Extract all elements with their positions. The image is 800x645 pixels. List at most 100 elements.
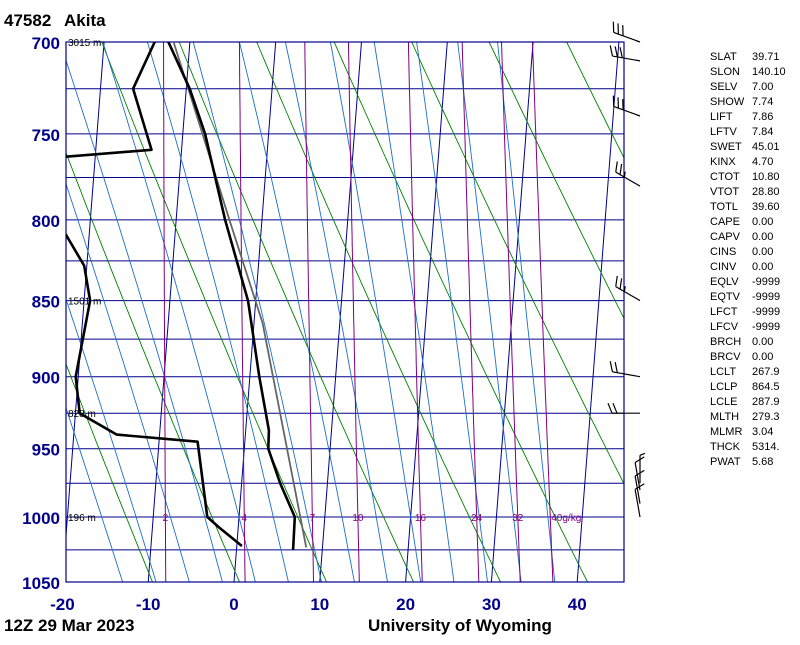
wind-barb-flag <box>609 45 614 57</box>
index-value: 7.84 <box>752 126 774 138</box>
moist-adiabat--8 <box>66 182 190 582</box>
moist-adiabat--12 <box>66 297 157 582</box>
isotherm-50 <box>663 42 705 582</box>
moist-adiabat-0 <box>102 42 256 582</box>
wind-barb-flag <box>619 47 623 58</box>
wind-barb-staff <box>612 55 641 62</box>
y-tick-label: 700 <box>32 34 60 53</box>
y-tick-label: 850 <box>32 293 60 312</box>
index-value: 3.04 <box>752 426 774 438</box>
height-label: 828 m <box>68 409 96 420</box>
index-value: -9999 <box>752 306 781 318</box>
wind-barb-staff <box>634 489 641 518</box>
index-value: 864.5 <box>752 381 780 393</box>
wind-barb-flag <box>612 95 615 107</box>
index-value: 0.00 <box>752 336 774 348</box>
index-name: CAPV <box>710 231 740 243</box>
index-name: LFTV <box>710 126 737 138</box>
dry-adiabat-300 <box>256 42 501 582</box>
index-name: THCK <box>710 441 740 453</box>
wind-barb-flag <box>619 278 623 290</box>
wind-barb-flag <box>622 25 624 36</box>
index-value: 10.80 <box>752 171 780 183</box>
mixing-ratio-label: 4 <box>242 513 248 524</box>
isotherm-10 <box>319 42 362 582</box>
wind-barb-flag <box>619 163 623 175</box>
x-tick-label: -20 <box>50 595 75 614</box>
moist-adiabat-32 <box>457 42 522 582</box>
index-value: 7.86 <box>752 111 774 123</box>
wind-barb <box>607 402 640 414</box>
index-name: LCLT <box>710 366 737 378</box>
index-value: 39.71 <box>752 51 780 63</box>
index-name: CTOT <box>710 171 740 183</box>
mixing-ratio-label: 10 <box>352 513 364 524</box>
wind-barb-flag <box>617 23 619 35</box>
mixing-ratio-label: 40g/kg <box>551 513 581 524</box>
index-value: 0.00 <box>752 261 774 273</box>
index-value: 4.70 <box>752 156 774 168</box>
isotherm-30 <box>490 42 534 582</box>
y-tick-label: 750 <box>32 126 60 145</box>
sounding-traces <box>66 42 308 550</box>
index-name: BRCH <box>710 336 742 348</box>
index-value: 0.00 <box>752 351 774 363</box>
mixing-ratio-line-32 <box>501 42 521 582</box>
x-tick-label: 40 <box>568 595 587 614</box>
wind-barb-flag <box>614 46 618 58</box>
wind-barb-flag <box>615 161 618 173</box>
index-name: LIFT <box>710 111 733 123</box>
wind-barb <box>639 452 646 484</box>
index-name: LFCT <box>710 306 738 318</box>
moist-adiabat-8 <box>192 42 322 582</box>
index-name: SELV <box>710 81 738 93</box>
mixing-ratio-line-10 <box>347 42 360 582</box>
dry-adiabat-270 <box>66 151 240 582</box>
index-name: CINS <box>710 246 737 258</box>
index-value: 140.10 <box>752 66 786 78</box>
mixing-ratio-label: 32 <box>512 513 524 524</box>
chart-grid <box>0 42 705 582</box>
mixing-ratio-label: 7 <box>310 513 316 524</box>
wind-barb <box>615 161 641 187</box>
isotherm--20 <box>66 42 105 542</box>
wind-barb <box>615 275 641 302</box>
index-name: LCLE <box>710 396 738 408</box>
wind-barb-staff <box>613 105 641 117</box>
wind-barb-staff <box>634 462 641 491</box>
height-label: 3015 m <box>68 38 101 49</box>
wind-barb <box>612 21 641 43</box>
index-value: 45.01 <box>752 141 780 153</box>
index-name: SLON <box>710 66 740 78</box>
dry-adiabat-250 <box>0 42 66 582</box>
wind-barb-flag <box>612 21 615 33</box>
wind-barb-half-flag <box>639 452 646 456</box>
moist-adiabat-24 <box>373 42 455 582</box>
y-tick-label: 950 <box>32 441 60 460</box>
index-value: -9999 <box>752 291 781 303</box>
mixing-ratio-label: 24 <box>471 513 483 524</box>
data-source: University of Wyoming <box>368 616 552 635</box>
mixing-ratio-label: 2 <box>163 513 169 524</box>
mixing-ratio-line-2 <box>163 42 167 582</box>
isotherm--10 <box>147 42 191 582</box>
height-label: 1501 m <box>68 297 101 308</box>
index-value: 5314. <box>752 441 780 453</box>
moist-adiabat--16 <box>66 406 124 582</box>
y-tick-label: 1000 <box>22 509 60 528</box>
moist-adiabat-28 <box>416 42 488 582</box>
mixing-ratio-label: 16 <box>415 513 427 524</box>
index-value: 0.00 <box>752 246 774 258</box>
x-tick-label: -10 <box>136 595 161 614</box>
moist-adiabat-36 <box>497 42 556 582</box>
moist-adiabat-4 <box>146 42 289 582</box>
wind-barb-flag <box>612 402 618 414</box>
plot-frame <box>65 41 625 583</box>
index-value: 28.80 <box>752 186 780 198</box>
dry-adiabat-340 <box>566 42 624 159</box>
index-name: SWET <box>710 141 742 153</box>
wind-barb-flag <box>607 402 613 414</box>
index-name: LCLP <box>710 381 738 393</box>
dewpoint-trace <box>66 42 243 548</box>
